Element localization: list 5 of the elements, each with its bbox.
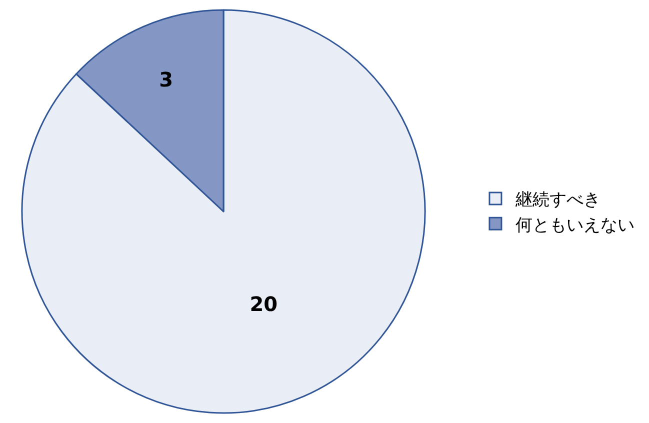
- data-label: 3: [159, 67, 174, 92]
- data-label: 20: [250, 292, 278, 316]
- legend-label: 何ともいえない: [515, 215, 634, 236]
- pie-slice: [21, 9, 426, 414]
- legend-label: 継続すべき: [514, 190, 600, 210]
